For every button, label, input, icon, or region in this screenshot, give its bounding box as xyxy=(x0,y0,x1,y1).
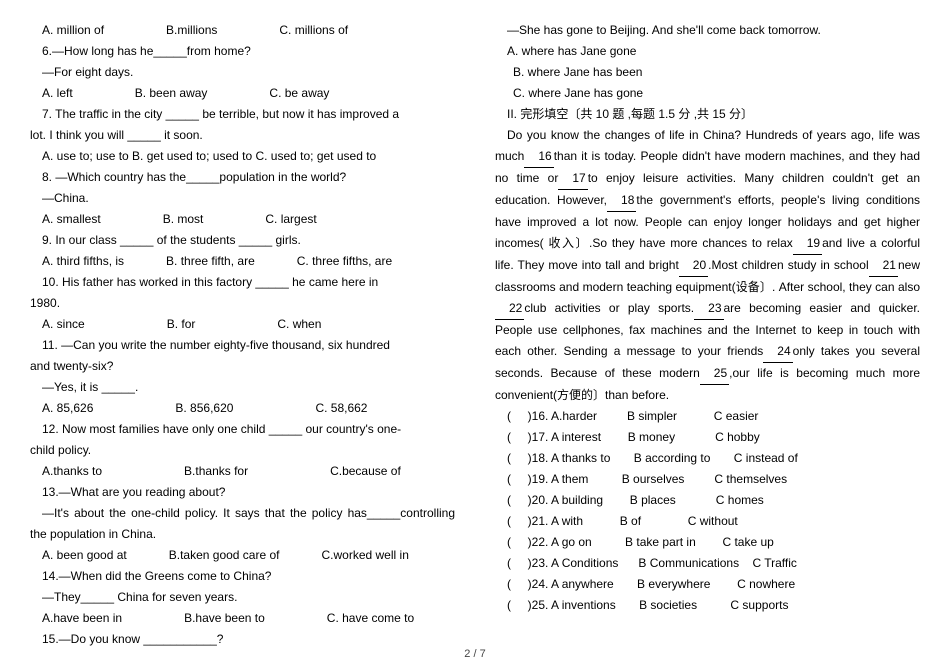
opt: A.thanks to xyxy=(30,461,102,482)
q11-reply: —Yes, it is _____. xyxy=(30,377,455,398)
opt: B. three fifth, are xyxy=(154,251,255,272)
page-columns: A. million of B.millions C. millions of … xyxy=(30,20,920,630)
cloze-24: ( )24. A anywhere B everywhere C nowhere xyxy=(495,574,920,595)
q11b: and twenty-six? xyxy=(30,356,455,377)
opt: C. 58,662 xyxy=(303,398,367,419)
q7a: 7. The traffic in the city _____ be terr… xyxy=(30,104,455,125)
cloze-21: ( )21. A with B of C without xyxy=(495,511,920,532)
q5-options: A. million of B.millions C. millions of xyxy=(30,20,455,41)
q7-options: A. use to; use to B. get used to; used t… xyxy=(30,146,455,167)
opt: B. most xyxy=(151,209,204,230)
q15-optC: C. where Jane has gone xyxy=(495,83,920,104)
opt: B. 856,620 xyxy=(163,398,233,419)
q15-optB: B. where Jane has been xyxy=(495,62,920,83)
cloze-18: ( )18. A thanks to B according to C inst… xyxy=(495,448,920,469)
cloze-passage: Do you know the changes of life in China… xyxy=(495,125,920,406)
q10b: 1980. xyxy=(30,293,455,314)
opt: A. been good at xyxy=(30,545,127,566)
q15: 15.—Do you know ___________? xyxy=(30,629,455,650)
opt: B.millions xyxy=(154,20,217,41)
q12a: 12. Now most families have only one chil… xyxy=(30,419,455,440)
left-column: A. million of B.millions C. millions of … xyxy=(30,20,455,630)
q8: 8. —Which country has the_____population… xyxy=(30,167,455,188)
q14-reply: —They_____ China for seven years. xyxy=(30,587,455,608)
opt: C. millions of xyxy=(267,20,348,41)
q14-options: A.have been in B.have been to C. have co… xyxy=(30,608,455,629)
opt: A. million of xyxy=(30,20,104,41)
q8-reply: —China. xyxy=(30,188,455,209)
opt: A.have been in xyxy=(30,608,122,629)
q10a: 10. His father has worked in this factor… xyxy=(30,272,455,293)
opt: C. largest xyxy=(253,209,316,230)
cloze-20: ( )20. A building B places C homes xyxy=(495,490,920,511)
opt: C. three fifths, are xyxy=(285,251,392,272)
q7b: lot. I think you will _____ it soon. xyxy=(30,125,455,146)
opt: C. be away xyxy=(257,83,329,104)
q11-options: A. 85,626 B. 856,620 C. 58,662 xyxy=(30,398,455,419)
opt: A. left xyxy=(30,83,73,104)
q6-options: A. left B. been away C. be away xyxy=(30,83,455,104)
opt: C.because of xyxy=(318,461,401,482)
right-column: —She has gone to Beijing. And she'll com… xyxy=(495,20,920,630)
q10-options: A. since B. for C. when xyxy=(30,314,455,335)
cloze-22: ( )22. A go on B take part in C take up xyxy=(495,532,920,553)
q14: 14.—When did the Greens come to China? xyxy=(30,566,455,587)
opt: A. 85,626 xyxy=(30,398,93,419)
cloze-19: ( )19. A them B ourselves C themselves xyxy=(495,469,920,490)
cloze-16: ( )16. A.harder B simpler C easier xyxy=(495,406,920,427)
q15-reply: —She has gone to Beijing. And she'll com… xyxy=(495,20,920,41)
q12b: child policy. xyxy=(30,440,455,461)
opt: A. smallest xyxy=(30,209,101,230)
q13-options: A. been good at B.taken good care of C.w… xyxy=(30,545,455,566)
opt: B.thanks for xyxy=(172,461,248,482)
opt: B.have been to xyxy=(172,608,265,629)
opt: C.worked well in xyxy=(310,545,409,566)
cloze-17: ( )17. A interest B money C hobby xyxy=(495,427,920,448)
section-title: II. 完形填空〔共 10 题 ,每题 1.5 分 ,共 15 分〕 xyxy=(495,104,920,125)
q15-optA: A. where has Jane gone xyxy=(495,41,920,62)
cloze-23: ( )23. A Conditions B Communications C T… xyxy=(495,553,920,574)
q11a: 11. —Can you write the number eighty-fiv… xyxy=(30,335,455,356)
q6-reply: —For eight days. xyxy=(30,62,455,83)
opt: A. since xyxy=(30,314,85,335)
page-number: 2 / 7 xyxy=(0,648,950,660)
q9: 9. In our class _____ of the students __… xyxy=(30,230,455,251)
q9-options: A. third fifths, is B. three fifth, are … xyxy=(30,251,455,272)
q13: 13.—What are you reading about? xyxy=(30,482,455,503)
cloze-25: ( )25. A inventions B societies C suppor… xyxy=(495,595,920,616)
q8-options: A. smallest B. most C. largest xyxy=(30,209,455,230)
opt: B.taken good care of xyxy=(157,545,280,566)
opt: B. for xyxy=(155,314,196,335)
opt: B. been away xyxy=(123,83,208,104)
q6: 6.—How long has he_____from home? xyxy=(30,41,455,62)
opt: C. when xyxy=(265,314,321,335)
q13-reply: —It's about the one-child policy. It say… xyxy=(30,503,455,545)
q12-options: A.thanks to B.thanks for C.because of xyxy=(30,461,455,482)
opt: A. third fifths, is xyxy=(30,251,124,272)
opt: C. have come to xyxy=(315,608,414,629)
